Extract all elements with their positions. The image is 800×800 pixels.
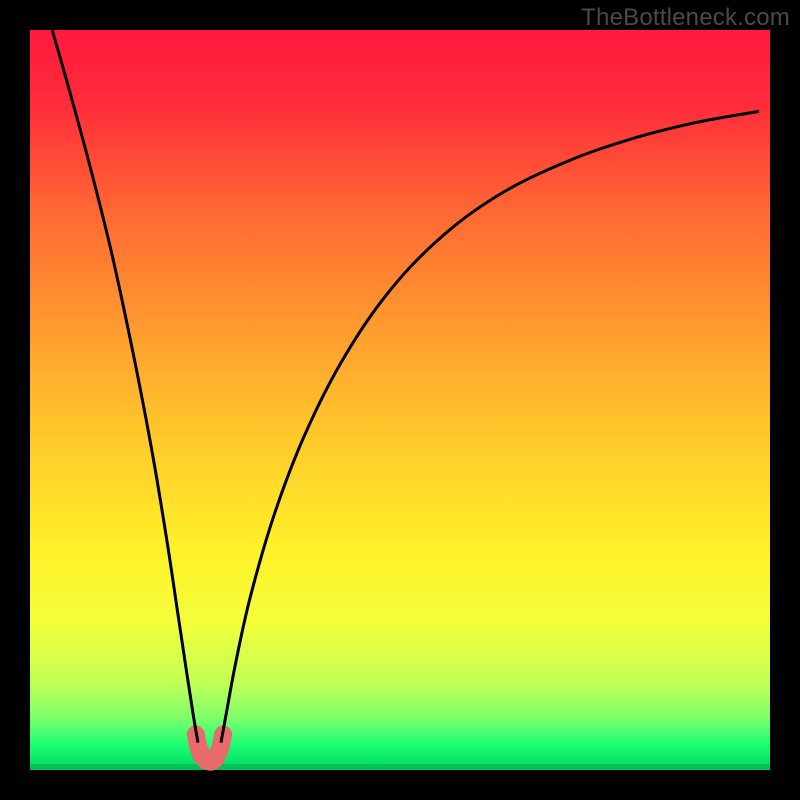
chart-frame: TheBottleneck.com: [0, 0, 800, 800]
chart-svg: [0, 0, 800, 800]
bottom-band: [30, 764, 770, 770]
curve-right: [221, 111, 759, 742]
curve-left: [52, 30, 198, 743]
valley-marker: [196, 734, 223, 761]
